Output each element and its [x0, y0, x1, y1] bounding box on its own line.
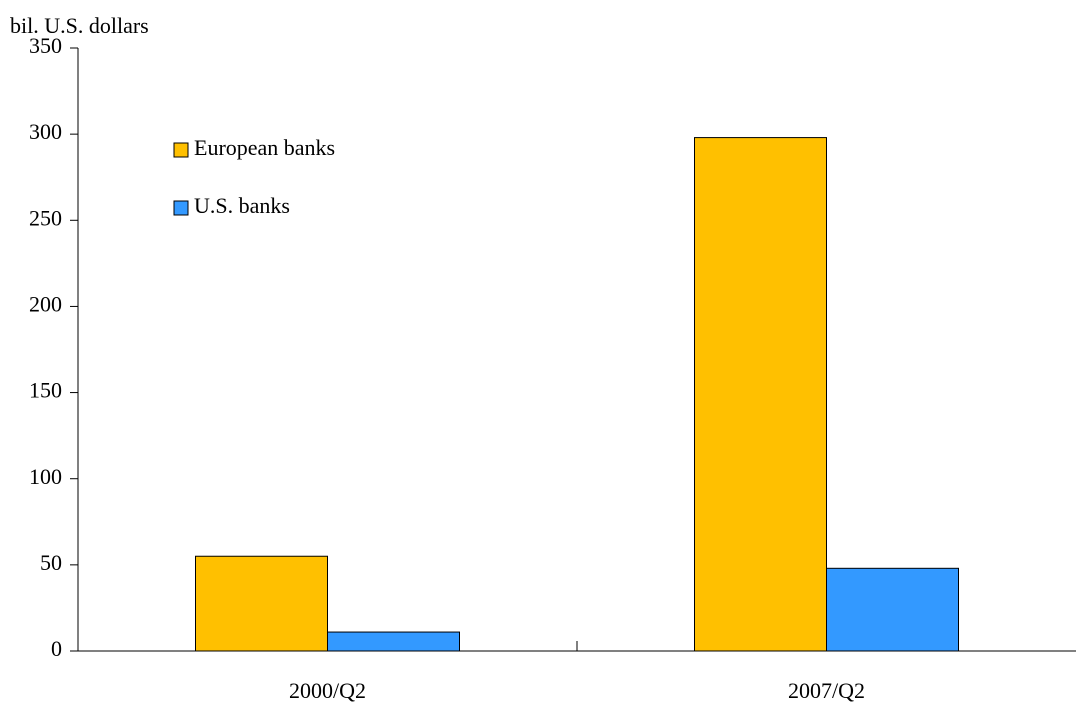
y-tick-label: 250	[29, 205, 62, 230]
y-tick-label: 50	[40, 550, 62, 575]
y-axis-label: bil. U.S. dollars	[10, 13, 149, 38]
bar	[327, 631, 460, 652]
y-tick-label: 100	[29, 464, 62, 489]
y-tick-label: 350	[29, 33, 62, 58]
y-tick-label: 300	[29, 119, 62, 144]
legend-label: European banks	[194, 135, 335, 160]
y-tick-label: 150	[29, 378, 62, 403]
y-tick-label: 200	[29, 291, 62, 316]
legend-swatch	[173, 142, 189, 158]
legend-swatch	[173, 200, 189, 216]
bar	[694, 137, 827, 652]
x-tick-label: 2007/Q2	[788, 678, 865, 703]
bar	[195, 555, 328, 652]
x-tick-label: 2000/Q2	[289, 678, 366, 703]
y-tick-label: 0	[51, 636, 62, 661]
bar	[826, 567, 959, 652]
legend-label: U.S. banks	[194, 193, 290, 218]
